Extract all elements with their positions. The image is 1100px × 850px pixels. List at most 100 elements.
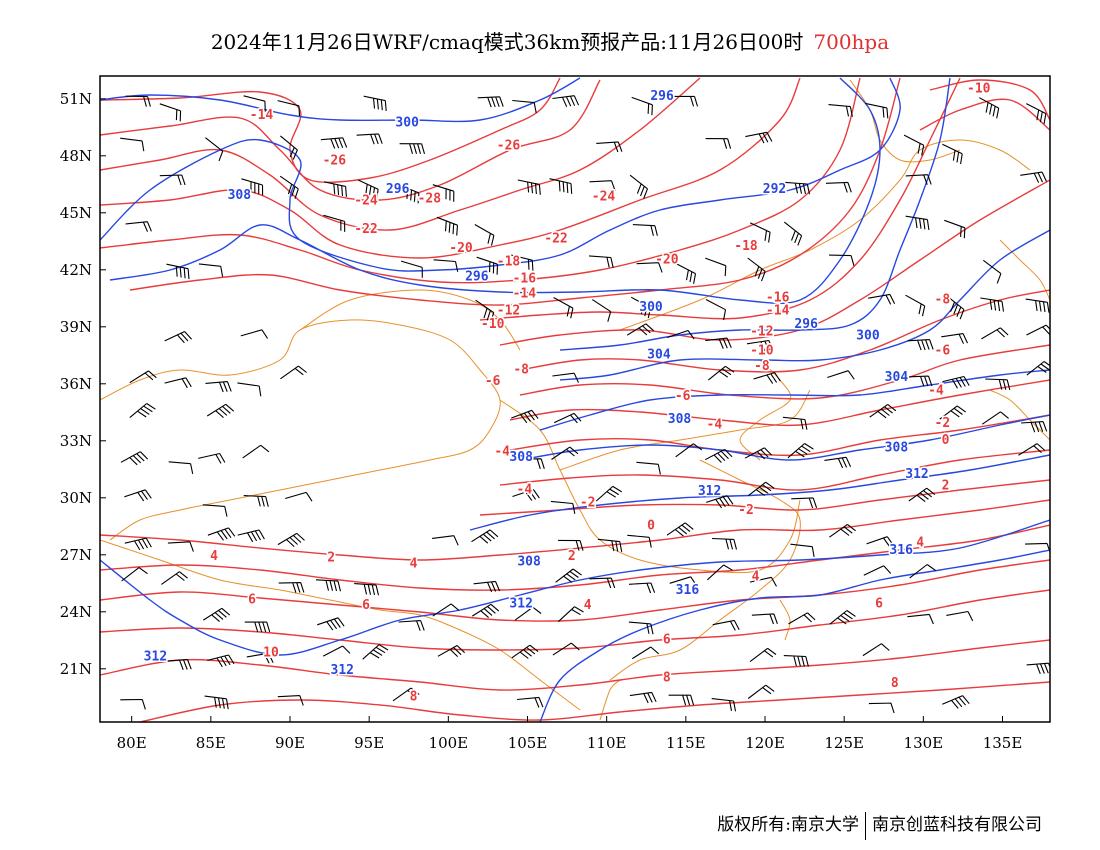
temperature-label: -26 xyxy=(323,154,347,169)
boundary-line xyxy=(619,139,1031,331)
wind-barb xyxy=(553,297,574,319)
temperature-label: 4 xyxy=(410,556,418,571)
boundary-line xyxy=(100,319,501,541)
x-tick-label: 100E xyxy=(429,734,469,752)
y-tick-label: 45N xyxy=(60,204,92,222)
wind-barb xyxy=(629,691,657,704)
height-label: 304 xyxy=(885,370,909,385)
wind-barb xyxy=(631,96,653,116)
wind-barb xyxy=(782,416,808,430)
wind-barb xyxy=(909,564,937,579)
temperature-label: 8 xyxy=(663,670,671,685)
x-tick-label: 135E xyxy=(983,734,1023,752)
wind-barb xyxy=(829,610,856,625)
wind-barb xyxy=(753,372,781,384)
wind-barb xyxy=(711,698,737,712)
temperature-label: -16 xyxy=(513,271,537,286)
wind-barb xyxy=(357,179,379,200)
wind-barb xyxy=(905,294,926,317)
x-axis-ticks: 80E 85E 90E 95E 100E 105E 110E 115E 120E 125E 130E… xyxy=(117,716,1023,752)
wind-barb xyxy=(552,642,580,656)
wind-barb xyxy=(1021,421,1048,433)
wind-barb xyxy=(207,654,235,668)
temperature-labels: -14-10-26-26-24 -28 -24-22-22-20-18 -20-18-… xyxy=(209,80,993,706)
boundary-line xyxy=(989,389,1050,441)
wind-barb xyxy=(866,536,894,547)
height-contour-line xyxy=(100,77,901,272)
wind-barb xyxy=(704,448,733,463)
wind-barb xyxy=(167,541,194,552)
wind-barb xyxy=(165,658,192,670)
wind-barb xyxy=(551,446,579,460)
temperature-label: -22 xyxy=(354,222,377,237)
wind-barb xyxy=(363,95,387,112)
wind-barb xyxy=(788,612,816,625)
temperature-label: -6 xyxy=(675,389,691,404)
wind-barb xyxy=(906,375,933,387)
wind-barb xyxy=(905,215,930,230)
wind-barb xyxy=(436,216,459,236)
x-tick-label: 85E xyxy=(196,734,226,752)
temperature-label: -10 xyxy=(967,81,991,96)
wind-barb xyxy=(981,411,1009,425)
wind-barb xyxy=(675,443,703,458)
wind-barb xyxy=(166,263,190,280)
x-tick-label: 120E xyxy=(745,734,785,752)
height-labels: 296 300 308 296 292 296 300 296 300 304 304 308 308 3… xyxy=(142,88,930,680)
height-label: 300 xyxy=(639,300,663,315)
wind-barb xyxy=(946,610,974,622)
wind-barb xyxy=(667,329,695,340)
wind-barb xyxy=(597,538,623,552)
temperature-label: -28 xyxy=(418,192,442,207)
wind-barb xyxy=(278,582,305,593)
wind-barb xyxy=(790,543,815,557)
wind-barb xyxy=(207,527,236,541)
wind-barb xyxy=(124,489,152,502)
wind-barb xyxy=(205,381,232,393)
x-tick-label: 130E xyxy=(904,734,944,752)
height-label: 308 xyxy=(885,441,909,456)
wind-barb xyxy=(323,181,347,197)
temperature-label: -22 xyxy=(544,232,567,247)
wind-barb xyxy=(827,370,855,380)
wind-barb xyxy=(237,382,262,397)
wind-barb xyxy=(204,695,229,710)
temperature-isotherms xyxy=(100,77,1050,722)
wind-barb xyxy=(437,645,465,657)
wind-barb xyxy=(246,652,274,664)
wind-barb xyxy=(942,143,963,165)
y-tick-label: 30N xyxy=(60,489,92,507)
wind-barb xyxy=(120,698,146,710)
height-label: 296 xyxy=(465,270,489,285)
wind-barb xyxy=(550,500,576,514)
wind-barb xyxy=(476,256,499,275)
temperature-label: 8 xyxy=(891,676,899,691)
wind-barb xyxy=(555,568,582,583)
isotherm-line xyxy=(100,639,1050,691)
wind-barb xyxy=(865,102,889,119)
isotherm-line xyxy=(100,77,701,231)
wind-barb xyxy=(749,222,771,243)
wind-barb xyxy=(707,365,735,381)
wind-barb xyxy=(474,224,495,246)
wind-barb xyxy=(939,405,967,420)
isotherm-line xyxy=(100,559,1050,622)
wind-barb xyxy=(1026,361,1050,376)
wind-barb xyxy=(706,495,734,509)
wind-barb xyxy=(666,522,694,537)
wind-barb xyxy=(596,141,623,153)
height-label: 312 xyxy=(905,467,928,482)
wind-barb xyxy=(785,181,811,195)
wind-barb xyxy=(979,97,1000,119)
wind-barb xyxy=(907,613,934,625)
height-label: 316 xyxy=(676,583,700,598)
wind-barb xyxy=(712,619,740,631)
wind-barb xyxy=(277,532,305,548)
isotherm-line xyxy=(499,449,1050,491)
wind-barb xyxy=(863,565,892,576)
plot-frame xyxy=(99,75,1051,723)
footer-right: 南京创蓝科技有限公司 xyxy=(872,815,1042,835)
wind-barb xyxy=(519,458,545,469)
wind-barb xyxy=(705,299,727,321)
